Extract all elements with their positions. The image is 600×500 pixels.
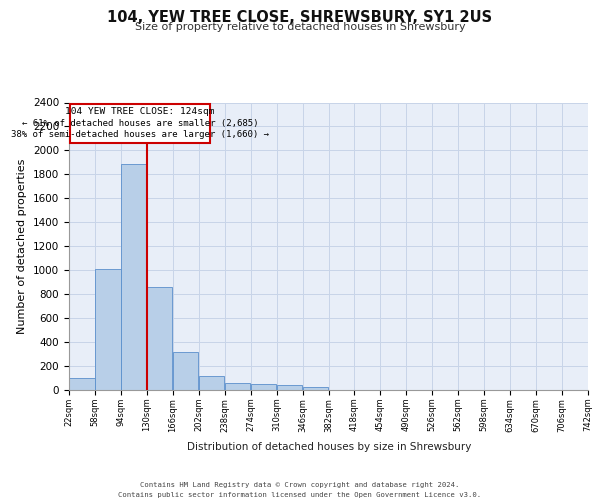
Bar — [251, 384, 276, 390]
Text: ← 61% of detached houses are smaller (2,685): ← 61% of detached houses are smaller (2,… — [22, 119, 258, 128]
Bar — [121, 164, 146, 390]
Bar — [147, 287, 172, 390]
Bar — [70, 378, 95, 390]
Text: Contains HM Land Registry data © Crown copyright and database right 2024.
Contai: Contains HM Land Registry data © Crown c… — [118, 482, 482, 498]
Bar — [95, 269, 121, 390]
Bar — [277, 385, 302, 390]
FancyBboxPatch shape — [70, 104, 210, 142]
Text: Distribution of detached houses by size in Shrewsbury: Distribution of detached houses by size … — [187, 442, 471, 452]
Bar — [173, 352, 199, 390]
Text: 104, YEW TREE CLOSE, SHREWSBURY, SY1 2US: 104, YEW TREE CLOSE, SHREWSBURY, SY1 2US — [107, 10, 493, 25]
Bar — [303, 387, 328, 390]
Text: Size of property relative to detached houses in Shrewsbury: Size of property relative to detached ho… — [134, 22, 466, 32]
Text: 104 YEW TREE CLOSE: 124sqm: 104 YEW TREE CLOSE: 124sqm — [65, 108, 215, 116]
Y-axis label: Number of detached properties: Number of detached properties — [17, 158, 28, 334]
Text: 38% of semi-detached houses are larger (1,660) →: 38% of semi-detached houses are larger (… — [11, 130, 269, 140]
Bar — [225, 383, 250, 390]
Bar — [199, 376, 224, 390]
